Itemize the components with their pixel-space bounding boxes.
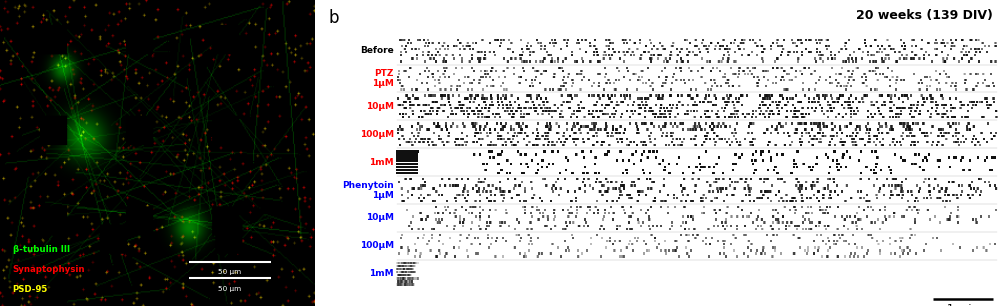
Text: Before: Before <box>360 46 394 55</box>
Text: 100μM: 100μM <box>360 241 394 250</box>
Text: b: b <box>329 9 339 27</box>
Text: 50 μm: 50 μm <box>218 286 242 292</box>
Text: 20 weeks (139 DIV): 20 weeks (139 DIV) <box>856 9 993 22</box>
Text: 100μM: 100μM <box>360 130 394 139</box>
Text: 1 min: 1 min <box>947 304 979 306</box>
Text: 1mM: 1mM <box>369 269 394 278</box>
Text: β-tubulin III: β-tubulin III <box>13 245 70 254</box>
Text: Phenytoin: Phenytoin <box>342 181 394 189</box>
Text: PTZ: PTZ <box>374 69 394 78</box>
Text: 1μM: 1μM <box>372 79 394 88</box>
Text: Synaptophysin: Synaptophysin <box>13 265 85 274</box>
Text: 10μM: 10μM <box>366 102 394 111</box>
Text: 1μM: 1μM <box>372 191 394 200</box>
Text: 10μM: 10μM <box>366 214 394 222</box>
Text: 50 μm: 50 μm <box>218 269 242 275</box>
Text: 1mM: 1mM <box>369 158 394 167</box>
Text: PSD-95: PSD-95 <box>13 285 48 293</box>
